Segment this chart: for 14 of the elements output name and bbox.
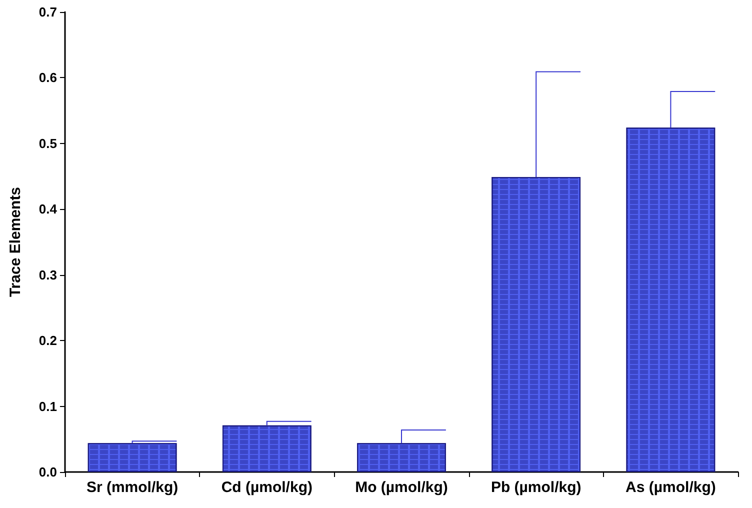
y-tick-label: 0.6 xyxy=(38,70,57,86)
y-tick-label: 0.4 xyxy=(38,202,58,217)
x-tick-label: As (µmol/kg) xyxy=(626,479,716,496)
y-tick-label: 0.5 xyxy=(38,136,57,151)
y-axis-title: Trace Elements xyxy=(7,186,24,298)
y-tick-label: 0.1 xyxy=(38,398,57,414)
x-tick-label: Mo (µmol/kg) xyxy=(355,479,448,496)
x-tick-label: Cd (µmol/kg) xyxy=(221,479,312,496)
y-tick-label: 0.2 xyxy=(38,333,57,348)
x-tick-label: Pb (µmol/kg) xyxy=(490,479,582,496)
y-tick-label: 0.3 xyxy=(38,267,57,282)
y-tick-label: 0.0 xyxy=(38,464,57,480)
x-tick-label: Sr (mmol/kg) xyxy=(86,479,178,496)
y-tick-label: 0.7 xyxy=(38,4,57,20)
